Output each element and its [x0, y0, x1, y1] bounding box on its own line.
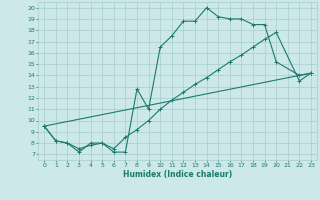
X-axis label: Humidex (Indice chaleur): Humidex (Indice chaleur) — [123, 170, 232, 179]
